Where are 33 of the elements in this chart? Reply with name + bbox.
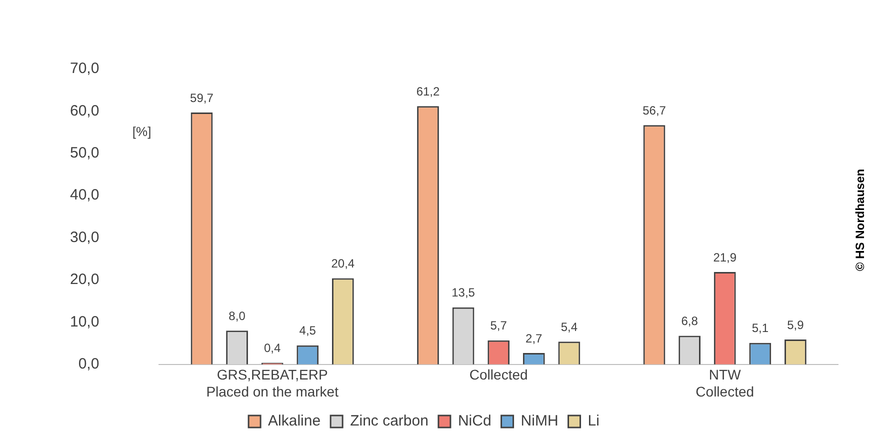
legend-label: Alkaline xyxy=(268,412,321,430)
data-label: 6,8 xyxy=(681,314,698,328)
data-label: 5,1 xyxy=(752,321,769,336)
data-label: 21,9 xyxy=(713,250,737,264)
legend-label: Zinc carbon xyxy=(350,412,428,430)
y-tick-label: 70,0 xyxy=(70,60,100,78)
text: © HS Nordhausen xyxy=(853,168,867,271)
data-label: 5,7 xyxy=(490,318,508,333)
data-label: 59,7 xyxy=(190,90,214,105)
y-tick-label: 10,0 xyxy=(70,313,100,330)
y-tick-label: 50,0 xyxy=(70,144,100,162)
data-label: 5,9 xyxy=(787,318,804,332)
x-tick-label: NTW Collected xyxy=(696,366,754,400)
legend-label: NiCd xyxy=(458,412,492,430)
y-tick-label: 40,0 xyxy=(70,186,100,204)
data-label: 0,4 xyxy=(264,341,281,356)
y-axis-title: [%] xyxy=(132,124,152,139)
legend-label: Li xyxy=(588,412,600,430)
data-label: 5,4 xyxy=(560,320,578,334)
data-label: 61,2 xyxy=(416,84,440,98)
legend-label: NiMH xyxy=(520,412,558,430)
data-label: 13,5 xyxy=(452,286,476,300)
y-tick-label: 0,0 xyxy=(78,356,100,373)
y-tick-label: 20,0 xyxy=(70,271,100,288)
data-label: 8,0 xyxy=(228,308,246,323)
data-label: 4,5 xyxy=(299,324,316,338)
x-tick-label: GRS,REBAT,ERP Placed on the market xyxy=(206,366,339,400)
x-tick-label: Collected xyxy=(469,366,528,383)
data-label: 2,7 xyxy=(526,331,543,346)
y-tick-label: 30,0 xyxy=(70,228,100,246)
y-tick-label: 60,0 xyxy=(70,102,100,120)
data-label: 56,7 xyxy=(642,103,666,118)
data-label: 20,4 xyxy=(331,256,355,271)
